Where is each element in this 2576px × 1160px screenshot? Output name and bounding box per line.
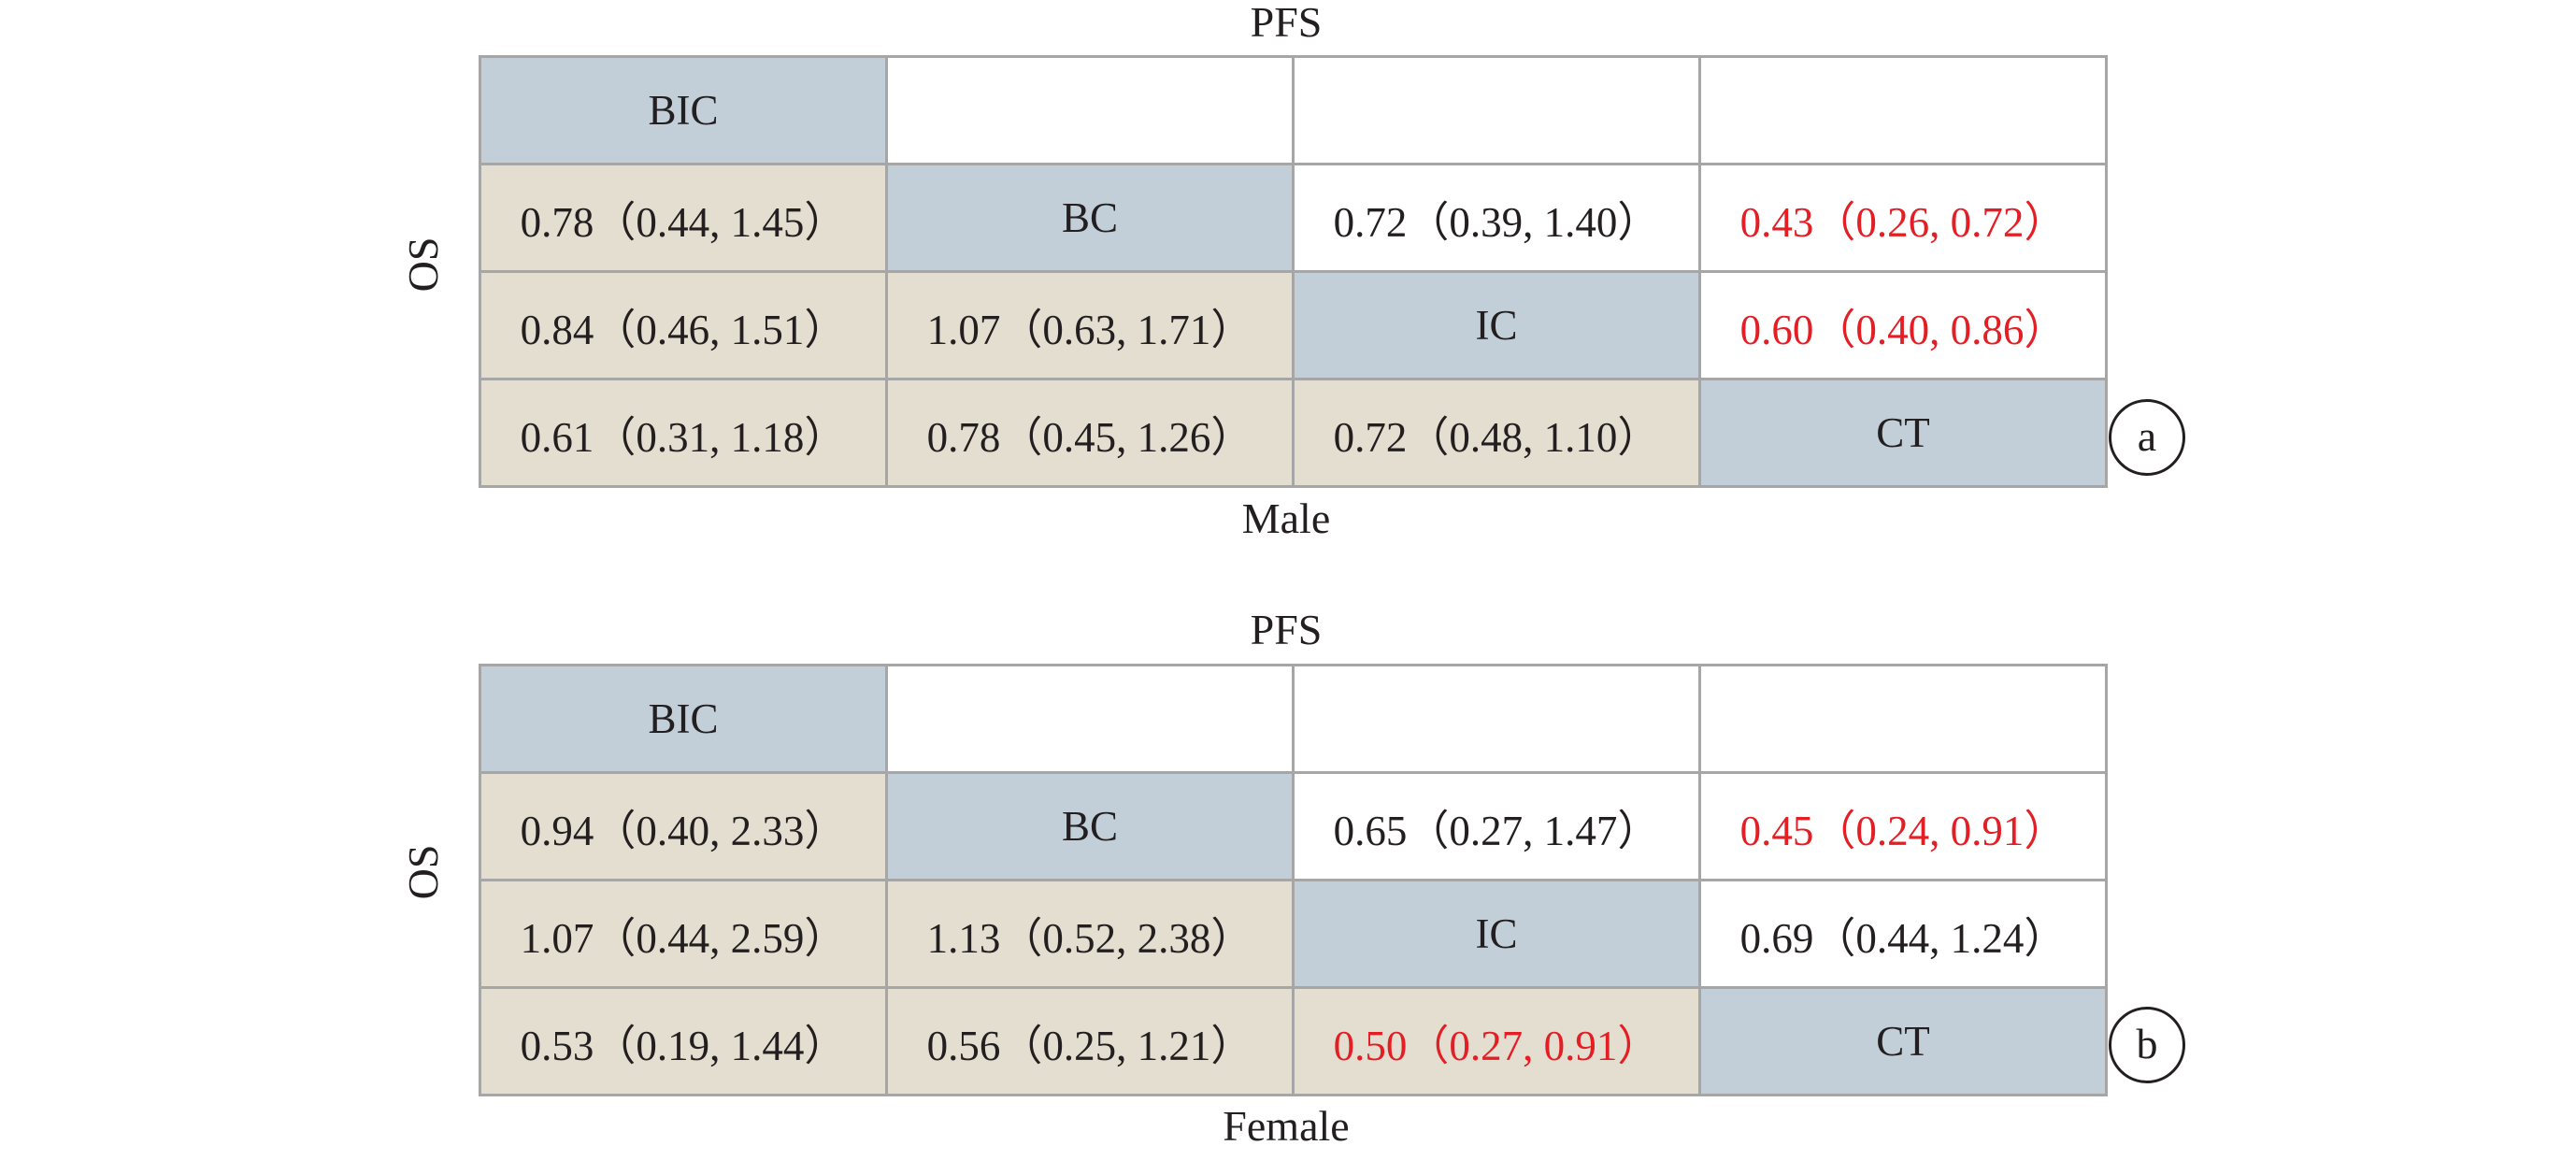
- panel-b: PFS OS BIC 0.94（0.40, 2.33） BC 0.65（0.27, 1…: [0, 606, 2576, 1160]
- matrix-row: 0.53（0.19, 1.44） 0.56（0.25, 1.21） 0.50（0.2…: [479, 986, 2108, 1096]
- hazard-ratio-cell: [885, 55, 1295, 165]
- panel-b-matrix: BIC 0.94（0.40, 2.33） BC 0.65（0.27, 1.47） 0.4…: [479, 664, 2108, 1096]
- hazard-ratio-cell: 0.50（0.27, 0.91）: [1292, 986, 1701, 1096]
- matrix-row: 0.78（0.44, 1.45） BC 0.72（0.39, 1.40） 0.43（0…: [479, 163, 2108, 273]
- panel-a-pfs-label: PFS: [1250, 0, 1323, 46]
- hazard-ratio-cell: 0.43（0.26, 0.72）: [1698, 163, 2108, 273]
- hazard-ratio-cell: [1698, 664, 2108, 774]
- hazard-ratio-cell: 0.61（0.31, 1.18）: [479, 378, 888, 488]
- hazard-ratio-cell: 0.69（0.44, 1.24）: [1698, 879, 2108, 989]
- panel-b-female-label: Female: [1223, 1102, 1350, 1150]
- matrix-row: 1.07（0.44, 2.59） 1.13（0.52, 2.38） IC 0.69（0…: [479, 879, 2108, 989]
- hazard-ratio-cell: 0.65（0.27, 1.47）: [1292, 771, 1701, 881]
- treatment-label-cell: BC: [885, 771, 1295, 881]
- hazard-ratio-cell: 0.60（0.40, 0.86）: [1698, 270, 2108, 380]
- hazard-ratio-cell: [1698, 55, 2108, 165]
- treatment-label-cell: BIC: [479, 664, 888, 774]
- hazard-ratio-cell: 0.72（0.39, 1.40）: [1292, 163, 1701, 273]
- treatment-label-cell: BC: [885, 163, 1295, 273]
- treatment-label-cell: BIC: [479, 55, 888, 165]
- hazard-ratio-cell: 0.84（0.46, 1.51）: [479, 270, 888, 380]
- panel-a-male-label: Male: [1241, 494, 1331, 542]
- matrix-row: BIC: [479, 664, 2108, 774]
- matrix-row: 0.94（0.40, 2.33） BC 0.65（0.27, 1.47） 0.45（0…: [479, 771, 2108, 881]
- panel-b-pfs-label: PFS: [1250, 606, 1323, 653]
- treatment-label-cell: CT: [1698, 986, 2108, 1096]
- panel-a-matrix: BIC 0.78（0.44, 1.45） BC 0.72（0.39, 1.40） 0.4…: [479, 55, 2108, 488]
- treatment-label-cell: CT: [1698, 378, 2108, 488]
- hazard-ratio-cell: 0.45（0.24, 0.91）: [1698, 771, 2108, 881]
- hazard-ratio-cell: 1.07（0.63, 1.71）: [885, 270, 1295, 380]
- hazard-ratio-cell: 0.94（0.40, 2.33）: [479, 771, 888, 881]
- hazard-ratio-cell: 1.07（0.44, 2.59）: [479, 879, 888, 989]
- panel-a-os-label: OS: [399, 236, 447, 293]
- hazard-ratio-cell: [1292, 664, 1701, 774]
- hazard-ratio-cell: [1292, 55, 1701, 165]
- hazard-ratio-cell: 1.13（0.52, 2.38）: [885, 879, 1295, 989]
- treatment-label-cell: IC: [1292, 879, 1701, 989]
- hazard-ratio-cell: 0.56（0.25, 1.21）: [885, 986, 1295, 1096]
- panel-a-badge: a: [2109, 399, 2185, 476]
- hazard-ratio-cell: 0.78（0.45, 1.26）: [885, 378, 1295, 488]
- hazard-ratio-cell: 0.72（0.48, 1.10）: [1292, 378, 1701, 488]
- matrix-row: BIC: [479, 55, 2108, 165]
- hazard-ratio-cell: [885, 664, 1295, 774]
- matrix-row: 0.61（0.31, 1.18） 0.78（0.45, 1.26） 0.72（0.4…: [479, 378, 2108, 488]
- treatment-label-cell: IC: [1292, 270, 1701, 380]
- hazard-ratio-cell: 0.78（0.44, 1.45）: [479, 163, 888, 273]
- matrix-row: 0.84（0.46, 1.51） 1.07（0.63, 1.71） IC 0.60（0…: [479, 270, 2108, 380]
- panel-b-os-label: OS: [399, 844, 447, 900]
- panel-a: PFS OS BIC 0.78（0.44, 1.45） BC 0.72（0.39, 1…: [0, 0, 2576, 561]
- hazard-ratio-cell: 0.53（0.19, 1.44）: [479, 986, 888, 1096]
- panel-b-badge: b: [2109, 1007, 2185, 1083]
